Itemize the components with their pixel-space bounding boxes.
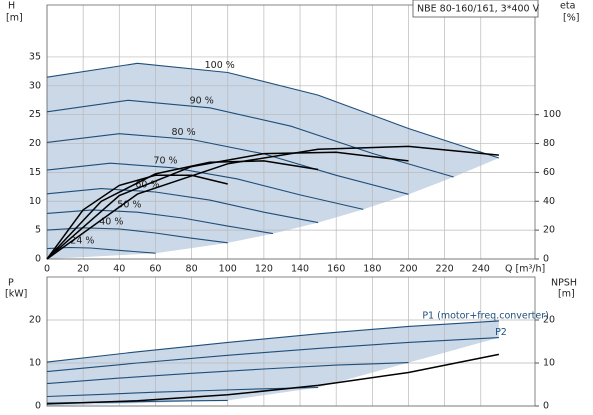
x-tick-label: 160 [327,264,345,275]
y2-axis-label: eta [560,1,575,12]
x-tick-label: 60 [149,264,161,275]
y2-axis-unit: [m] [558,289,575,300]
y-tick-label: 0 [35,254,41,265]
curve [46,227,228,244]
plot-frame [46,4,536,260]
curve [46,62,500,159]
curve-label: 40 % [99,216,123,227]
y2-axis-unit: [%] [563,13,579,24]
secondary-curve [46,353,500,405]
x-tick-label: 0 [44,264,50,275]
curve [46,162,364,210]
x-axis-label: Q [m³/h] [505,264,545,275]
x-tick-label: 20 [77,264,89,275]
y2-tick-label: 40 [543,196,555,207]
y-tick-label: 10 [29,358,41,369]
x-tick-label: 40 [113,264,125,275]
curve [46,337,499,373]
y-tick-label: 5 [35,225,41,236]
y2-tick-label: 80 [543,138,555,149]
y-tick-label: 20 [29,138,41,149]
curve-label: 70 % [153,155,177,166]
operating-range [47,320,499,406]
x-tick-label: 140 [291,264,309,275]
curve-label: P2 [495,327,507,338]
x-tick-label: 200 [399,264,417,275]
curve [46,99,454,178]
y2-tick-label: 0 [543,401,549,412]
y-tick-label: 35 [29,51,41,62]
x-tick-label: 220 [436,264,454,275]
y2-tick-label: 60 [543,167,555,178]
x-tick-label: 80 [186,264,198,275]
x-tick-label: 180 [363,264,381,275]
y-tick-label: 15 [29,167,41,178]
x-tick-label: 240 [472,264,490,275]
x-tick-label: 100 [219,264,237,275]
secondary-curve [46,145,499,260]
curve [46,209,273,235]
y2-tick-label: 10 [543,358,555,369]
y-tick-label: 30 [29,80,41,91]
y-tick-label: 0 [35,401,41,412]
y2-tick-label: 100 [543,109,561,120]
curve-label: 100 % [205,60,235,71]
curve-label: 80 % [172,127,196,138]
y-tick-label: 20 [29,315,41,326]
secondary-curve [46,160,319,260]
secondary-curve [46,174,228,260]
curve [46,133,409,195]
y2-tick-label: 0 [543,254,549,265]
curve-label: 90 % [190,95,214,106]
curve [46,246,156,254]
y-axis-label: H [8,1,15,12]
curve [46,386,319,398]
y-axis-unit: [kW] [5,289,27,300]
curve [46,320,499,363]
curve-label: P1 (motor+freq.converter) [422,310,549,321]
chart-title: NBE 80-160/161, 3*400 V [417,4,540,15]
plot: 0 20 40 60 80 100 120 140 160 180 200 220 2400510152… [29,4,561,275]
y2-tick-label: 20 [543,315,555,326]
curve-label: 24 % [70,236,94,247]
y2-axis-label: NPSH [551,278,577,289]
x-tick-label: 120 [255,264,273,275]
operating-range [47,63,499,259]
curve-label: 50 % [117,200,141,211]
secondary-curve [46,151,409,260]
y-axis-label: P [8,278,14,289]
plot-frame [46,276,536,407]
title-box [412,0,539,18]
y-axis-unit: [m] [6,13,23,24]
y-tick-label: 10 [29,196,41,207]
y-tick-label: 25 [29,109,41,120]
curve [46,362,409,385]
curve [46,188,319,224]
y2-tick-label: 20 [543,225,555,236]
